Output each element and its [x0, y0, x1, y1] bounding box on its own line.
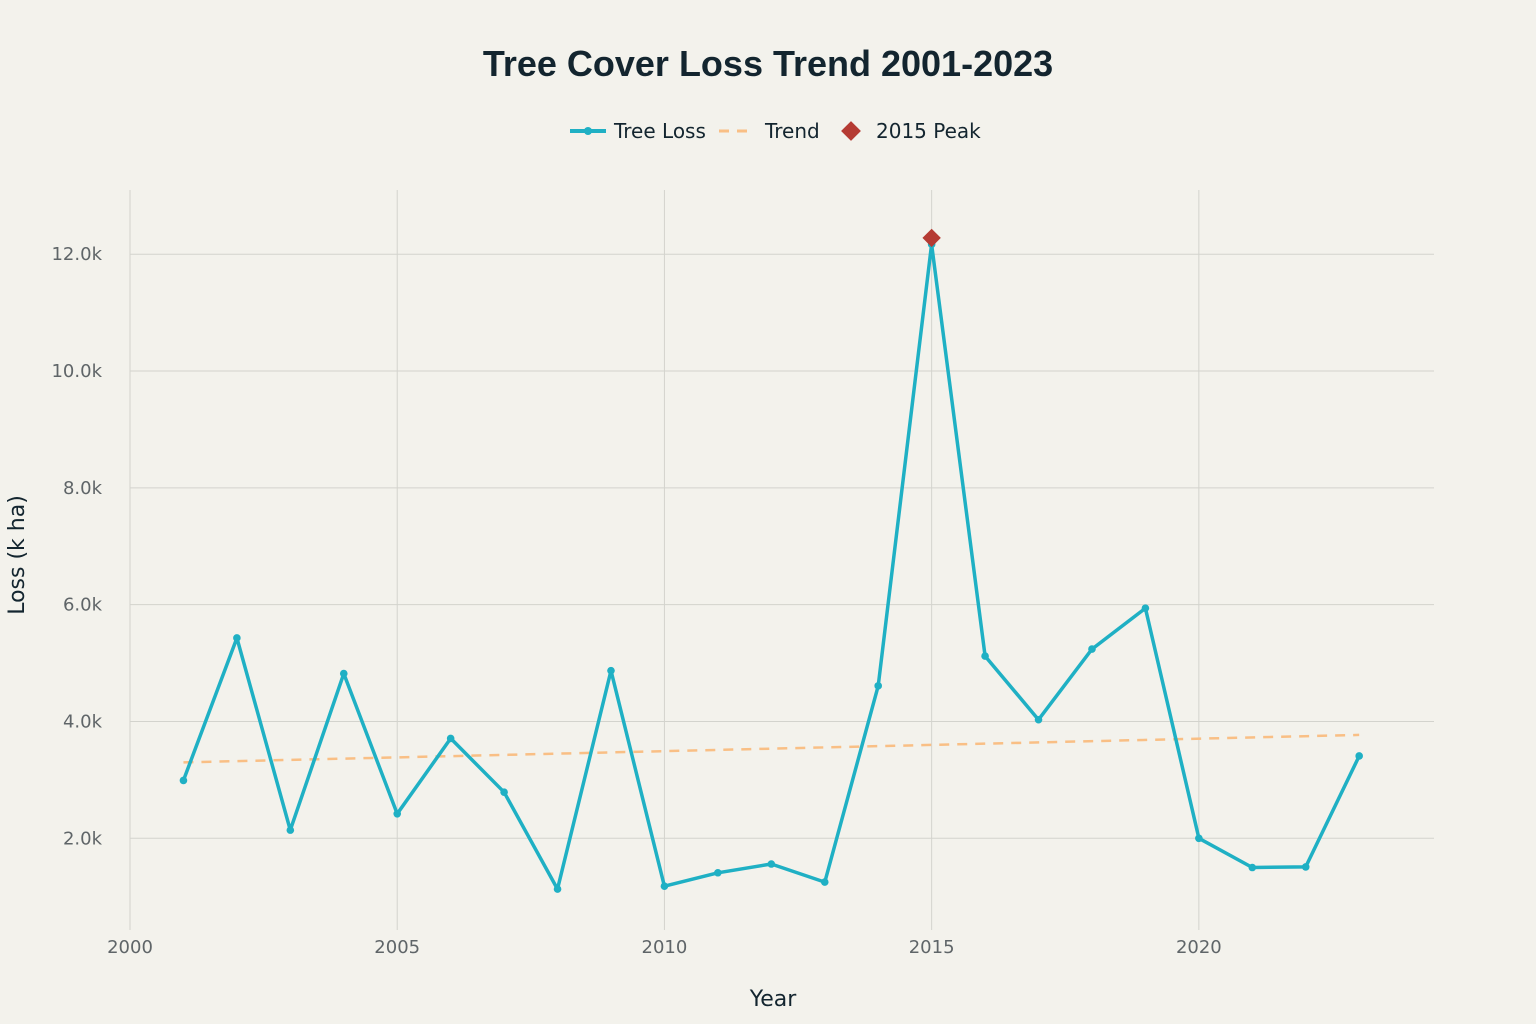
y-tick-label: 12.0k [51, 244, 102, 265]
tree-loss-point [179, 776, 188, 785]
tree-loss-point [339, 669, 348, 678]
legend-label-tree-loss: Tree Loss [613, 119, 706, 143]
tree-loss-point [820, 878, 829, 886]
tree-loss-point [981, 652, 989, 660]
tree-loss-point [1195, 834, 1203, 843]
y-tick-label: 8.0k [63, 478, 103, 499]
legend-label-2015-peak: 2015 Peak [876, 119, 981, 143]
legend-item-2015-peak[interactable]: 2015 Peak [841, 119, 981, 143]
x-tick-label: 2020 [1176, 937, 1222, 958]
legend: Tree Loss Trend 2015 Peak [570, 119, 981, 143]
y-axis-ticks: 2.0k 4.0k 6.0k 8.0k 10.0k 12.0k [51, 244, 102, 849]
trend-line [183, 733, 1360, 764]
tree-loss-point [500, 788, 508, 796]
x-axis-ticks: 2000 2005 2010 2015 2020 [107, 937, 1222, 958]
tree-loss-point [714, 868, 722, 877]
tree-loss-point [553, 885, 562, 893]
y-tick-label: 2.0k [63, 828, 103, 849]
tree-loss-point [1248, 863, 1257, 872]
legend-marker-2015-peak [841, 121, 861, 141]
tree-loss-point [233, 634, 241, 642]
tree-loss-point [393, 809, 402, 818]
tree-loss-point [1088, 645, 1096, 653]
y-tick-label: 10.0k [51, 361, 102, 382]
tree-loss-point [767, 860, 776, 868]
x-axis-label: Year [749, 987, 798, 1012]
chart-title: Tree Cover Loss Trend 2001-2023 [483, 43, 1053, 84]
tree-loss-point [660, 882, 669, 890]
legend-label-trend: Trend [764, 119, 820, 143]
x-tick-label: 2015 [909, 937, 955, 958]
tree-loss-point [1355, 752, 1363, 760]
legend-item-tree-loss[interactable]: Tree Loss [570, 119, 706, 143]
legend-item-trend[interactable]: Trend [719, 119, 820, 143]
y-axis-label: Loss (k ha) [5, 495, 30, 615]
x-tick-label: 2005 [374, 937, 420, 958]
x-tick-label: 2010 [642, 937, 688, 958]
plot-area [179, 228, 1363, 893]
tree-loss-line [181, 242, 1361, 891]
x-tick-label: 2000 [107, 937, 153, 958]
grid [129, 190, 1434, 930]
y-tick-label: 4.0k [63, 711, 103, 732]
tree-loss-point [874, 682, 882, 690]
legend-marker-tree-loss [584, 127, 592, 135]
tree-loss-point [286, 826, 295, 834]
tree-loss-point [1301, 863, 1310, 871]
peak-2015-marker [922, 228, 941, 248]
tree-loss-point [446, 734, 455, 743]
tree-loss-point [1141, 604, 1150, 612]
tree-loss-point [1034, 715, 1043, 724]
y-tick-label: 6.0k [63, 595, 103, 616]
tree-loss-point [607, 666, 615, 675]
